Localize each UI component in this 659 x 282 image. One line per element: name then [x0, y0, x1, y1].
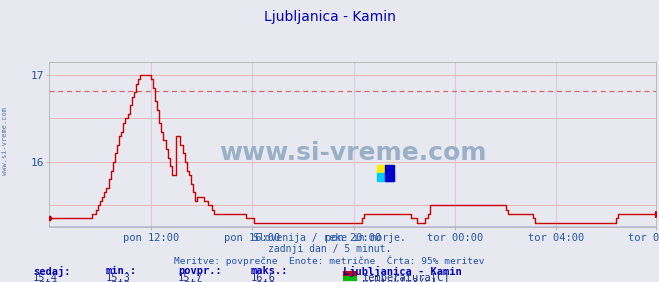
Text: maks.:: maks.: [250, 266, 288, 276]
Text: -nan: -nan [178, 279, 203, 282]
Text: 15,4: 15,4 [33, 273, 58, 282]
Text: 15,3: 15,3 [105, 273, 130, 282]
Text: -nan: -nan [250, 279, 275, 282]
Text: -nan: -nan [105, 279, 130, 282]
Text: Ljubljanica - Kamin: Ljubljanica - Kamin [264, 10, 395, 24]
Text: 15,7: 15,7 [178, 273, 203, 282]
Text: www.si-vreme.com: www.si-vreme.com [2, 107, 9, 175]
Text: temperatura[C]: temperatura[C] [362, 273, 450, 282]
Bar [377, 165, 394, 173]
Text: -nan: -nan [33, 279, 58, 282]
Bar [377, 173, 394, 181]
Text: 16,6: 16,6 [250, 273, 275, 282]
Text: min.:: min.: [105, 266, 136, 276]
Text: Ljubljanica - Kamin: Ljubljanica - Kamin [343, 266, 461, 277]
Text: Meritve: povprečne  Enote: metrične  Črta: 95% meritev: Meritve: povprečne Enote: metrične Črta:… [174, 255, 485, 266]
Text: Slovenija / reke in morje.: Slovenija / reke in morje. [253, 233, 406, 243]
Text: pretok[m3/s]: pretok[m3/s] [362, 278, 438, 282]
Text: zadnji dan / 5 minut.: zadnji dan / 5 minut. [268, 244, 391, 254]
Text: sedaj:: sedaj: [33, 266, 71, 277]
Text: www.si-vreme.com: www.si-vreme.com [219, 141, 486, 165]
Bar [386, 165, 394, 181]
Text: povpr.:: povpr.: [178, 266, 221, 276]
